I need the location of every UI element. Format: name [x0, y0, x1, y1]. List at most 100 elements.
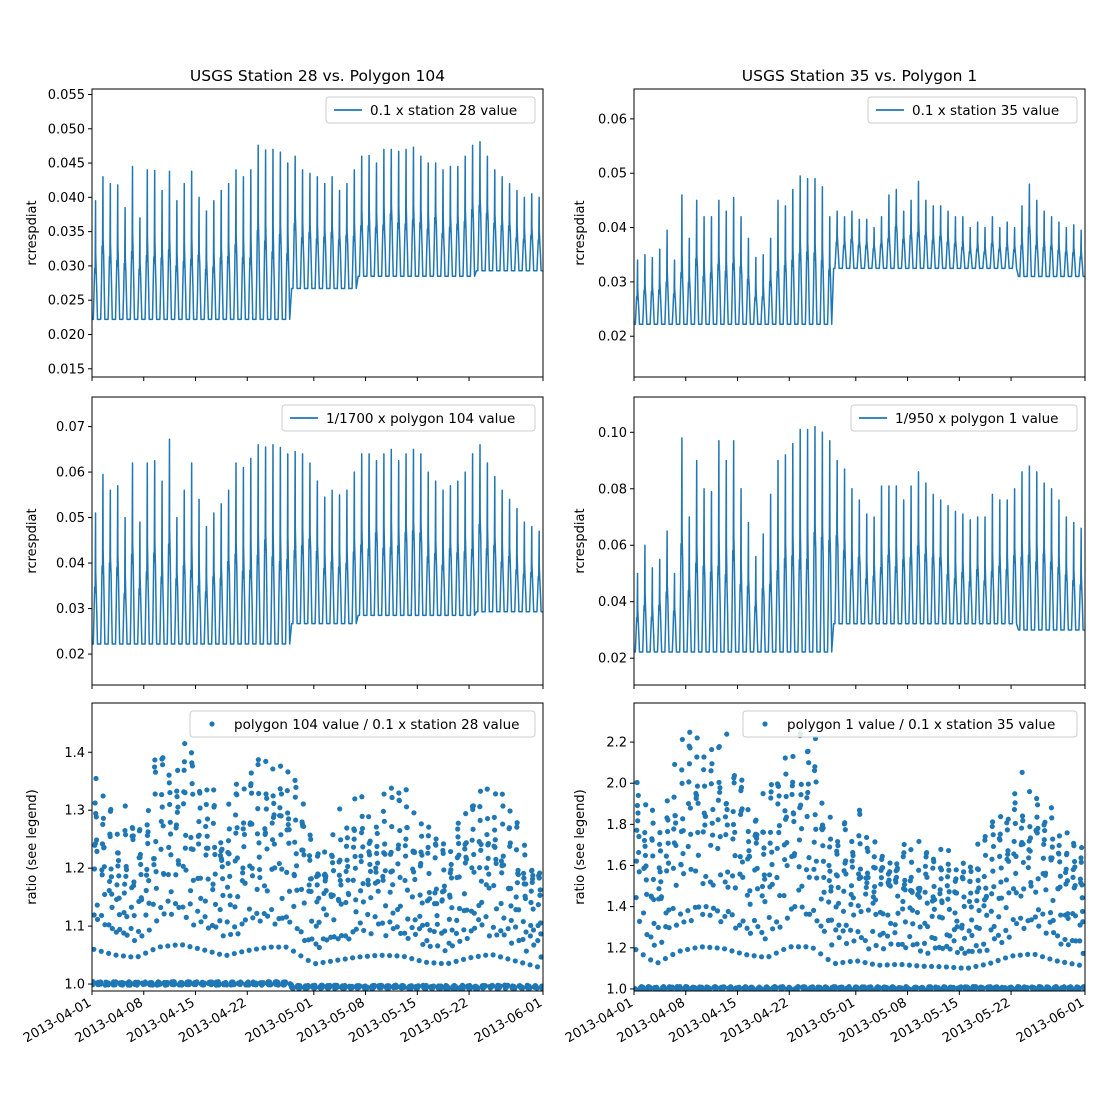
- scatter-point: [892, 922, 898, 928]
- legend-box: [742, 710, 1078, 738]
- scatter-point: [635, 810, 641, 816]
- scatter-point: [1018, 915, 1024, 921]
- scatter-point: [157, 981, 163, 987]
- scatter-point: [380, 808, 387, 814]
- scatter-point: [427, 896, 433, 902]
- scatter-point: [279, 895, 285, 901]
- scatter-point: [1063, 866, 1069, 872]
- scatter-point: [500, 862, 507, 868]
- scatter-point: [500, 853, 506, 859]
- scatter-point: [818, 951, 824, 957]
- scatter-point: [759, 929, 765, 936]
- scatter-point: [419, 852, 425, 858]
- scatter-point: [158, 846, 164, 852]
- scatter-point: [161, 871, 167, 877]
- scatter-point: [373, 869, 379, 875]
- scatter-point: [643, 802, 649, 808]
- legend: 1/950 x polygon 1 value: [850, 404, 1078, 432]
- scatter-point: [386, 983, 392, 990]
- scatter-point: [710, 905, 717, 911]
- scatter-point: [922, 863, 929, 869]
- scatter-point: [869, 961, 876, 967]
- scatter-point: [386, 952, 393, 959]
- scatter-point: [308, 836, 314, 842]
- scatter-point: [857, 811, 863, 817]
- scatter-point: [688, 917, 694, 924]
- scatter-point: [773, 984, 779, 991]
- scatter-point: [203, 823, 209, 830]
- scatter-point: [190, 877, 196, 883]
- scatter-point: [462, 846, 468, 852]
- scatter-point: [777, 924, 783, 930]
- scatter-point: [268, 981, 274, 987]
- scatter-point: [173, 872, 179, 878]
- scatter-point: [191, 922, 197, 928]
- scatter-point: [92, 946, 97, 952]
- axes-frame: [91, 702, 544, 992]
- scatter-point: [984, 912, 990, 918]
- axes-frame: [91, 88, 544, 378]
- scatter-point: [463, 811, 469, 817]
- scatter-point: [220, 892, 226, 898]
- scatter-point: [117, 926, 123, 932]
- scatter-point: [508, 903, 514, 909]
- scatter-point: [143, 887, 149, 894]
- scatter-point: [212, 871, 218, 877]
- scatter-point: [880, 930, 886, 936]
- y-tick-label: 1.4: [606, 900, 627, 915]
- scatter-point: [305, 982, 311, 989]
- data-layer: [634, 729, 1085, 991]
- scatter-point: [298, 929, 304, 935]
- ratio104-panel: 1.01.11.21.31.42013-04-012013-04-082013-…: [21, 702, 545, 1046]
- scatter-point: [301, 823, 307, 830]
- scatter-point: [94, 902, 100, 908]
- scatter-point: [931, 859, 937, 865]
- scatter-point: [285, 810, 291, 816]
- scatter-point: [901, 850, 907, 856]
- scatter-point: [640, 910, 647, 916]
- scatter-point: [434, 913, 440, 919]
- scatter-point: [390, 910, 396, 916]
- scatter-point: [694, 754, 700, 760]
- scatter-point: [804, 795, 810, 801]
- scatter-point: [907, 933, 913, 940]
- scatter-point: [425, 850, 431, 856]
- scatter-point: [1056, 851, 1062, 857]
- scatter-point: [770, 926, 776, 932]
- scatter-point: [448, 875, 455, 881]
- scatter-point: [460, 985, 466, 991]
- scatter-point: [501, 915, 507, 921]
- scatter-point: [357, 983, 363, 989]
- scatter-point: [367, 868, 374, 875]
- scatter-point: [1012, 800, 1018, 806]
- scatter-point: [921, 940, 928, 946]
- scatter-point: [211, 803, 217, 809]
- scatter-point: [172, 900, 179, 907]
- scatter-point: [144, 866, 150, 873]
- scatter-point: [821, 874, 827, 881]
- scatter-point: [812, 764, 818, 770]
- scatter-point: [100, 793, 106, 799]
- scatter-point: [254, 831, 261, 837]
- scatter-point: [692, 945, 698, 951]
- scatter-point: [279, 866, 285, 872]
- scatter-point: [1079, 882, 1085, 888]
- scatter-point: [1019, 769, 1025, 775]
- scatter-point: [513, 847, 520, 853]
- scatter-point: [329, 860, 336, 866]
- scatter-point: [330, 868, 337, 874]
- scatter-point: [255, 806, 261, 812]
- scatter-point: [843, 940, 850, 947]
- scatter-point: [146, 900, 152, 906]
- y-axis-label: ratio (see legend): [573, 789, 588, 905]
- y-tick-label: 0.03: [56, 602, 85, 617]
- scatter-point: [936, 987, 942, 991]
- scatter-point: [1026, 855, 1032, 861]
- scatter-point: [744, 952, 750, 958]
- scatter-point: [642, 852, 649, 859]
- scatter-point: [175, 804, 181, 810]
- scatter-point: [761, 872, 767, 878]
- scatter-point: [662, 987, 668, 991]
- scatter-point: [732, 885, 738, 891]
- scatter-point: [788, 944, 794, 950]
